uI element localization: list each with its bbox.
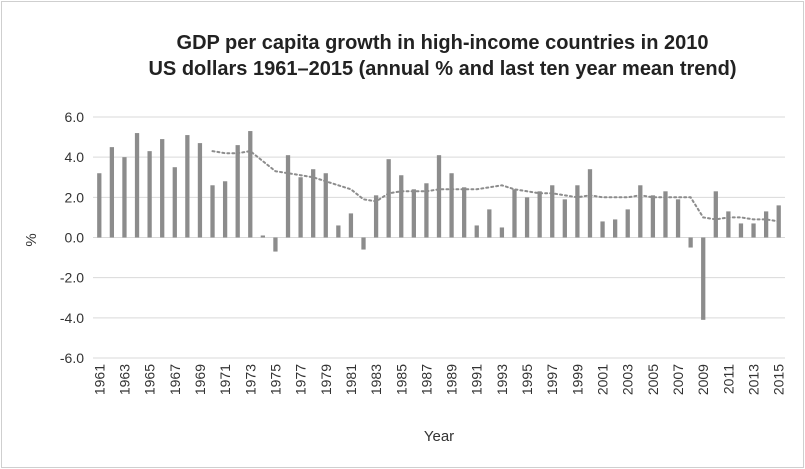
bar xyxy=(285,155,291,238)
bar xyxy=(524,197,530,238)
x-axis-label: Year xyxy=(424,428,454,445)
bar xyxy=(499,227,505,238)
bar xyxy=(751,223,756,238)
bar xyxy=(248,131,253,238)
x-tick-label: 2005 xyxy=(645,364,661,395)
bar xyxy=(336,225,341,238)
bar xyxy=(386,159,391,238)
bar xyxy=(197,143,203,238)
x-tick-label: 2013 xyxy=(746,364,762,395)
bar xyxy=(675,199,681,238)
x-tick-label: 2011 xyxy=(720,364,736,394)
bar xyxy=(562,199,567,238)
bar xyxy=(449,173,454,238)
y-tick-label: -4.0 xyxy=(60,310,84,326)
bar xyxy=(411,189,416,238)
x-tick-label: 2009 xyxy=(695,364,711,395)
bar xyxy=(97,173,102,238)
bar xyxy=(688,237,693,248)
bar xyxy=(713,191,718,238)
x-tick-label: 1965 xyxy=(142,364,158,395)
x-tick-label: 1999 xyxy=(569,364,585,395)
bar xyxy=(122,157,127,238)
bar xyxy=(185,135,190,238)
bar xyxy=(311,169,316,238)
x-tick-label: 1977 xyxy=(293,364,309,395)
bar xyxy=(650,195,656,238)
x-tick-label: 1983 xyxy=(368,364,384,395)
bar xyxy=(613,219,618,238)
x-tick-label: 1971 xyxy=(217,364,233,395)
bar xyxy=(134,133,140,238)
bar xyxy=(273,237,278,252)
y-tick-label: 2.0 xyxy=(65,189,85,205)
bar xyxy=(361,237,366,250)
x-tick-label: 1961 xyxy=(91,364,107,395)
x-tick-label: 1963 xyxy=(116,364,132,395)
x-tick-label: 2007 xyxy=(670,364,686,395)
bar xyxy=(701,237,706,320)
x-tick-label: 1969 xyxy=(192,364,208,395)
bar xyxy=(348,213,354,238)
y-tick-label: -2.0 xyxy=(60,270,84,286)
x-tick-label: 1979 xyxy=(318,364,334,395)
bar xyxy=(537,191,542,238)
x-tick-label: 1989 xyxy=(444,364,460,395)
bar xyxy=(625,209,630,238)
bar xyxy=(323,173,328,238)
bar xyxy=(160,139,165,238)
bar xyxy=(298,177,303,238)
chart-subtitle: US dollars 1961–2015 (annual % and last … xyxy=(148,58,737,80)
x-tick-label: 1991 xyxy=(469,364,485,395)
x-tick-label: 1973 xyxy=(242,364,258,395)
bar xyxy=(738,223,744,238)
bar xyxy=(373,195,379,238)
bar xyxy=(474,225,479,238)
x-tick-label: 1967 xyxy=(167,364,183,395)
bar xyxy=(663,191,668,238)
x-tick-label: 1985 xyxy=(393,364,409,395)
bar xyxy=(172,167,177,238)
bar xyxy=(210,185,215,238)
bar xyxy=(462,187,467,238)
x-tick-label: 2003 xyxy=(620,364,636,395)
bar xyxy=(638,185,643,238)
bar xyxy=(147,151,152,238)
bar xyxy=(512,189,517,238)
bar xyxy=(260,235,265,238)
bar xyxy=(436,155,442,238)
y-tick-label: 4.0 xyxy=(65,149,85,165)
bar xyxy=(763,211,769,238)
bar xyxy=(487,209,492,238)
bar xyxy=(424,183,429,238)
x-tick-label: 1997 xyxy=(544,364,560,395)
bar xyxy=(222,181,228,238)
y-tick-label: 6.0 xyxy=(65,109,85,125)
x-tick-label: 1987 xyxy=(418,364,434,395)
x-tick-label: 1981 xyxy=(343,364,359,395)
y-axis-label: % xyxy=(23,233,40,246)
x-tick-label: 2015 xyxy=(771,364,787,395)
chart-title: GDP per capita growth in high-income cou… xyxy=(176,32,709,54)
bar xyxy=(575,185,580,238)
y-tick-label: 0.0 xyxy=(65,230,85,246)
bar xyxy=(235,145,240,238)
x-tick-label: 1975 xyxy=(267,364,283,395)
x-tick-label: 1993 xyxy=(494,364,510,395)
bar xyxy=(587,169,593,238)
y-tick-label: -6.0 xyxy=(60,350,84,366)
bar xyxy=(550,185,555,238)
trend-line xyxy=(211,150,780,223)
bar xyxy=(109,147,115,238)
x-tick-label: 1995 xyxy=(519,364,535,395)
bar xyxy=(399,175,404,238)
bar xyxy=(726,211,731,238)
bar xyxy=(600,221,605,238)
x-tick-label: 2001 xyxy=(595,364,611,395)
